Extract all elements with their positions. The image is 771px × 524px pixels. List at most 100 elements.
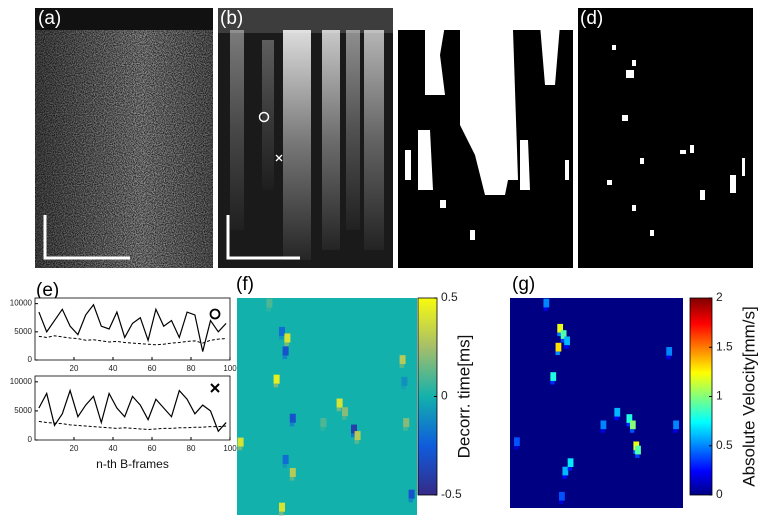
panel-b-image bbox=[218, 8, 393, 268]
panel-label: (e) bbox=[36, 280, 59, 301]
heatmap-cell-edge bbox=[600, 429, 605, 433]
heatmap-cell bbox=[557, 323, 564, 333]
heatmap-cell bbox=[354, 431, 361, 441]
colorbar bbox=[689, 297, 713, 496]
heatmap-cell bbox=[600, 420, 607, 430]
panel-label: (g) bbox=[512, 274, 535, 295]
heatmap-cell-edge bbox=[673, 429, 678, 433]
colorbar-tick-label: 1 bbox=[716, 389, 723, 403]
x-tick-label: 100 bbox=[223, 364, 237, 373]
x-tick-label: 20 bbox=[70, 444, 79, 453]
heatmap-cell-edge bbox=[282, 355, 288, 360]
heatmap-cell-edge bbox=[408, 498, 414, 503]
heatmap-cell bbox=[399, 355, 406, 365]
heatmap-cell bbox=[289, 467, 296, 478]
heatmap-cell-edge bbox=[557, 332, 562, 337]
heatmap-cell bbox=[284, 333, 291, 343]
heatmap-cell bbox=[279, 326, 285, 336]
x-tick-label: 40 bbox=[109, 444, 118, 453]
data-line bbox=[38, 388, 227, 433]
heatmap-cell-edge bbox=[559, 500, 564, 505]
y-tick-label: 10000 bbox=[10, 377, 33, 386]
heatmap-cell-edge bbox=[399, 364, 405, 368]
heatmap-cell bbox=[559, 491, 565, 501]
data-line bbox=[38, 303, 227, 352]
heatmap-cell-edge bbox=[403, 427, 408, 431]
heatmap-background bbox=[510, 298, 683, 508]
heatmap-cell-edge bbox=[543, 307, 548, 311]
heatmap-cell-edge bbox=[555, 351, 560, 356]
heatmap-cell-edge bbox=[351, 433, 356, 438]
series-marker bbox=[209, 308, 221, 320]
panel-label: (d) bbox=[580, 8, 603, 29]
heatmap-cell-edge bbox=[273, 383, 279, 388]
y-tick-label: 5000 bbox=[14, 327, 32, 336]
y-tick-label: 0 bbox=[28, 355, 33, 364]
heatmap-cell bbox=[266, 298, 273, 308]
axes-box bbox=[34, 375, 231, 441]
series-marker bbox=[210, 383, 220, 393]
heatmap-cell bbox=[273, 374, 280, 384]
heatmap-cell-edge bbox=[550, 380, 555, 385]
data-line bbox=[38, 420, 227, 431]
heatmap-cell bbox=[342, 407, 348, 417]
panel-d-image bbox=[578, 8, 753, 268]
heatmap-cell-edge bbox=[626, 422, 631, 427]
heatmap-cell bbox=[666, 347, 673, 356]
heatmap-cell-edge bbox=[336, 407, 342, 412]
heatmap-cell-edge bbox=[562, 475, 567, 479]
data-line bbox=[38, 335, 227, 346]
heatmap-cell bbox=[626, 414, 633, 423]
heatmap-cell bbox=[237, 437, 244, 447]
y-tick-label: 5000 bbox=[14, 406, 32, 415]
heatmap-cell-edge bbox=[401, 385, 406, 390]
panel-c-image bbox=[398, 8, 573, 268]
heatmap-cell bbox=[550, 372, 557, 381]
heatmap-cell bbox=[351, 424, 357, 434]
heatmap-cell bbox=[543, 298, 550, 308]
heatmap-cell bbox=[408, 489, 415, 499]
heatmap-cell-edge bbox=[635, 454, 640, 458]
heatmap-cell-edge bbox=[342, 416, 347, 420]
heatmap-cell-edge bbox=[567, 467, 572, 471]
heatmap-cell-edge bbox=[284, 342, 289, 347]
heatmap-background bbox=[237, 298, 417, 515]
heatmap-cell-edge bbox=[514, 446, 519, 450]
y-tick-label: 0 bbox=[28, 435, 33, 444]
heatmap-cell bbox=[673, 420, 679, 430]
heatmap-cell bbox=[282, 454, 289, 465]
heatmap-cell-edge bbox=[564, 345, 569, 349]
heatmap-cell-edge bbox=[282, 464, 288, 468]
heatmap-cell-edge bbox=[289, 422, 295, 427]
panel-label: (c) bbox=[400, 8, 422, 29]
panel-a-image bbox=[35, 8, 213, 268]
colorbar-tick-label: 0.5 bbox=[716, 438, 733, 452]
heatmap-cell-edge bbox=[237, 446, 243, 451]
colorbar-tick-label: -0.5 bbox=[441, 487, 462, 501]
heatmap-cell-edge bbox=[354, 440, 360, 444]
heatmap-cell bbox=[562, 466, 569, 476]
colorbar-tick-label: 1.5 bbox=[716, 339, 733, 353]
heatmap-cell bbox=[336, 398, 343, 408]
heatmap-cell bbox=[403, 418, 410, 428]
x-tick-label: 60 bbox=[148, 364, 157, 373]
heatmap-cell-edge bbox=[629, 429, 635, 433]
colorbar-label: Decorr. time[ms] bbox=[454, 335, 473, 459]
heatmap-cell bbox=[635, 445, 641, 455]
x-tick-label: 100 bbox=[223, 444, 237, 453]
colorbar-tick-label: 0 bbox=[441, 389, 448, 403]
colorbar-tick-label: 0.5 bbox=[441, 290, 458, 304]
colorbar-tick-label: 0 bbox=[716, 487, 723, 501]
x-tick-label: 80 bbox=[187, 364, 196, 373]
heatmap-cell bbox=[567, 458, 574, 468]
heatmap-cell-edge bbox=[320, 427, 325, 431]
heatmap-cell bbox=[289, 413, 296, 423]
colorbar-tick-label: 2 bbox=[716, 290, 723, 304]
heatmap-cell bbox=[320, 418, 327, 428]
heatmap-cell-edge bbox=[560, 338, 566, 343]
heatmap-cell-edge bbox=[666, 355, 671, 360]
x-tick-label: 60 bbox=[148, 444, 157, 453]
x-axis-label: n-th B-frames bbox=[96, 457, 169, 471]
heatmap-cell bbox=[560, 330, 567, 339]
